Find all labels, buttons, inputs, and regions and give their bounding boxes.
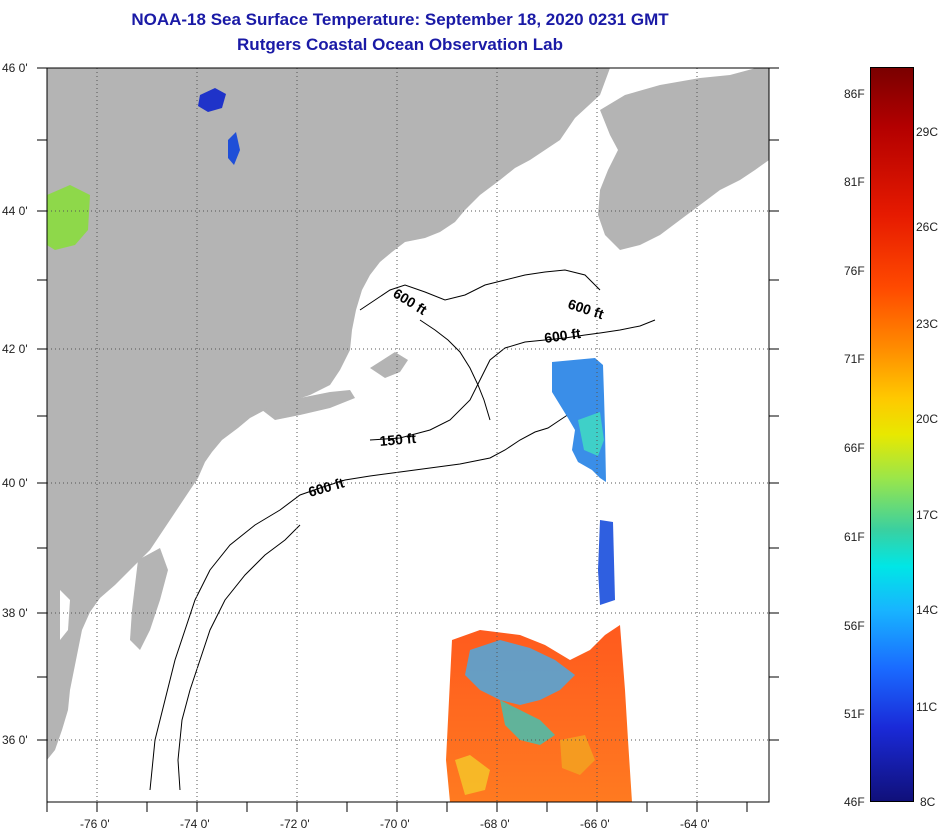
lon-tick-label: -76 0' xyxy=(80,817,110,831)
lake-sst xyxy=(47,88,240,250)
lon-tick-label: -72 0' xyxy=(280,817,310,831)
colorbar-f-label: 66F xyxy=(844,441,865,455)
colorbar-c-label: 26C xyxy=(916,220,939,234)
land-nova-scotia xyxy=(598,68,769,250)
colorbar-f-label: 51F xyxy=(844,707,865,721)
land-delmarva xyxy=(130,548,168,650)
colorbar-f-label: 81F xyxy=(844,175,865,189)
lat-tick-label: 44 0' xyxy=(2,204,28,218)
land-long-island xyxy=(262,390,355,420)
temperature-colorbar xyxy=(870,67,914,802)
lat-tick-label: 38 0' xyxy=(2,606,28,620)
land-cape-cod xyxy=(370,352,408,378)
colorbar-c-label: 23C xyxy=(916,317,939,331)
contour-label: 600 ft xyxy=(543,325,582,346)
colorbar-c-label: 11C xyxy=(916,700,938,714)
lon-tick-label: -74 0' xyxy=(180,817,210,831)
colorbar-c-label: 17C xyxy=(916,508,939,522)
sst-swath xyxy=(446,358,632,802)
lat-tick-label: 46 0' xyxy=(2,61,28,75)
lat-tick-label: 40 0' xyxy=(2,476,28,490)
map-title: NOAA-18 Sea Surface Temperature: Septemb… xyxy=(131,10,669,29)
axis-ticks xyxy=(37,67,779,812)
colorbar-c-label: 8C xyxy=(920,795,936,809)
lat-tick-label: 42 0' xyxy=(2,342,28,356)
lon-tick-label: -70 0' xyxy=(380,817,410,831)
colorbar-c-label: 14C xyxy=(916,603,939,617)
colorbar-f-label: 76F xyxy=(844,264,865,278)
land xyxy=(47,68,769,760)
grid-lines xyxy=(47,68,769,802)
colorbar-f-label: 71F xyxy=(844,352,865,366)
lon-tick-label: -64 0' xyxy=(680,817,710,831)
map-frame xyxy=(46,67,770,803)
contour-label: 150 ft xyxy=(379,430,417,449)
inland-water xyxy=(60,448,245,710)
colorbar-f-label: 86F xyxy=(844,87,865,101)
lon-tick-label: -68 0' xyxy=(480,817,510,831)
lon-tick-label: -66 0' xyxy=(580,817,610,831)
colorbar-c-label: 29C xyxy=(916,125,939,139)
map-subtitle: Rutgers Coastal Ocean Observation Lab xyxy=(237,35,563,54)
land-northeast-us xyxy=(47,68,610,760)
colorbar-f-label: 56F xyxy=(844,619,865,633)
colorbar-c-label: 20C xyxy=(916,412,939,426)
colorbar-f-label: 61F xyxy=(844,530,865,544)
bathymetry-contours xyxy=(149,269,656,791)
lat-tick-label: 36 0' xyxy=(2,733,28,747)
colorbar-f-label: 46F xyxy=(844,795,865,809)
